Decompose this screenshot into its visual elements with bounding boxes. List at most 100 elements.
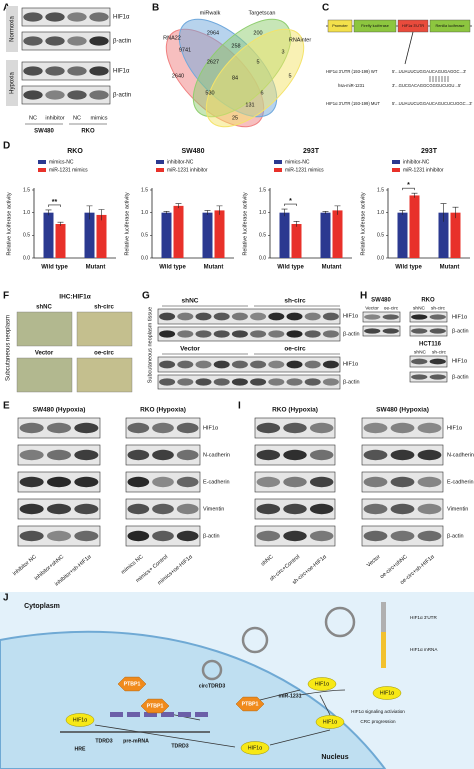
band <box>152 476 174 488</box>
y-tick-label: 1.0 <box>259 210 266 216</box>
error-bar <box>57 221 64 226</box>
band <box>213 330 230 338</box>
band <box>250 330 267 338</box>
band <box>74 476 99 488</box>
venn-count: 530 <box>205 90 214 96</box>
band <box>195 330 212 338</box>
band <box>231 378 248 386</box>
y-tick-label: 1.5 <box>141 187 148 193</box>
significance-bracket <box>284 203 297 207</box>
error-bar <box>452 206 459 219</box>
band <box>256 422 281 434</box>
error-bar <box>163 211 170 215</box>
band <box>176 530 199 542</box>
band <box>19 503 44 515</box>
circrna <box>201 659 223 681</box>
y-tick-label: 0.5 <box>259 233 266 239</box>
band <box>256 503 281 515</box>
band <box>390 503 415 515</box>
panel-label: J <box>3 593 9 604</box>
bar <box>55 224 66 258</box>
band <box>195 378 212 386</box>
band <box>322 330 339 338</box>
label: PTBP1 <box>147 703 164 709</box>
label: Firefly luciferase <box>361 24 389 28</box>
construct-part <box>327 19 353 33</box>
label: β-actin <box>113 93 131 99</box>
band <box>286 330 303 338</box>
band <box>152 530 174 542</box>
label: N-cadherin <box>447 452 474 458</box>
y-tick-label: 0.0 <box>23 255 30 261</box>
band <box>363 449 388 461</box>
label: E-cadherin <box>447 479 474 485</box>
band <box>411 374 428 380</box>
label: sh-circ <box>94 305 114 311</box>
band <box>283 422 307 434</box>
band <box>176 449 199 461</box>
legend-label: inhibitor-NC <box>167 159 194 165</box>
y-tick-label: 1.0 <box>377 210 384 216</box>
band <box>417 476 442 488</box>
legend-swatch <box>38 168 46 172</box>
legend-label: inhibitor-NC <box>403 159 430 165</box>
label: HRE <box>75 746 86 752</box>
chart-title: SW480 <box>182 148 205 155</box>
blot <box>21 31 111 51</box>
label: NC <box>73 115 81 121</box>
legend-swatch <box>392 168 400 172</box>
y-tick-label: 0.5 <box>23 233 30 239</box>
label: HIF1α <box>113 15 130 21</box>
circrna <box>241 626 269 654</box>
band <box>195 312 212 321</box>
legend-swatch <box>156 160 164 164</box>
band <box>250 378 267 386</box>
band <box>417 449 442 461</box>
bar <box>332 210 343 258</box>
band <box>74 449 99 461</box>
exon <box>110 712 123 717</box>
label: HIF1α 3'UTR (193-199) MUT <box>326 101 380 106</box>
blot <box>409 311 448 323</box>
label: HIF1α <box>380 690 394 696</box>
band <box>152 422 174 434</box>
bar <box>397 212 408 258</box>
label: Vimentin <box>203 506 224 512</box>
bar <box>409 195 420 258</box>
error-bar <box>334 205 341 215</box>
band <box>429 328 446 334</box>
band <box>363 422 388 434</box>
band <box>322 360 339 369</box>
chart-title: 293T <box>303 148 320 155</box>
bar <box>202 212 213 258</box>
label: oe-circ <box>284 346 306 353</box>
hif1a-protein <box>315 715 345 729</box>
band <box>159 360 176 369</box>
label: circTDRD3 <box>199 683 226 689</box>
band <box>390 449 415 461</box>
blot <box>409 325 448 337</box>
hif1a-protein <box>307 677 337 691</box>
panel-label: B <box>152 3 159 14</box>
band <box>176 503 199 515</box>
label: β-actin <box>452 328 469 334</box>
venn-count: 3 <box>281 49 284 55</box>
blot <box>409 355 448 368</box>
error-bar <box>399 210 406 215</box>
band <box>67 36 87 46</box>
band <box>390 476 415 488</box>
label: Cytoplasm <box>24 603 60 610</box>
blot <box>21 61 111 81</box>
label: TDRD3 <box>171 743 188 749</box>
label: HIF1α <box>452 314 468 320</box>
band <box>390 530 415 542</box>
blot <box>362 325 401 337</box>
label: β-actin <box>203 533 220 539</box>
y-axis-label: Relative luciferase activity <box>360 192 366 256</box>
circrna <box>324 606 356 638</box>
label: shNC <box>413 305 426 311</box>
x-tick-label: Mutant <box>322 265 342 271</box>
label: Vector <box>180 346 200 353</box>
band <box>213 360 230 369</box>
label: 5'...UUAUUCUGGAUCAGUCUCUGGC...3' <box>392 101 472 106</box>
